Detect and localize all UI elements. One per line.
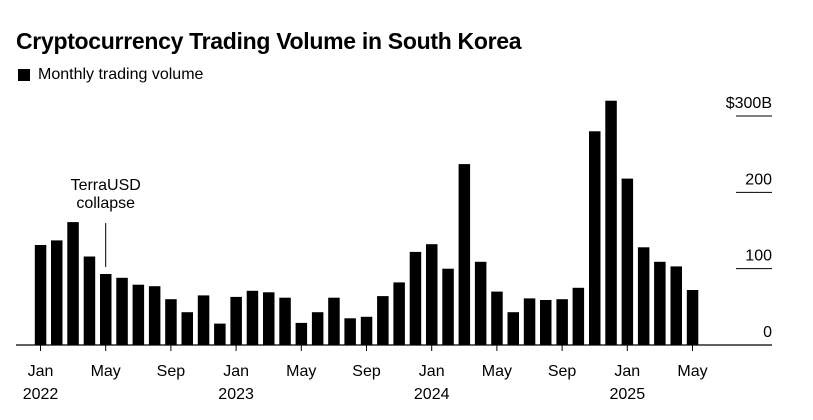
bar xyxy=(148,286,161,345)
bar xyxy=(572,287,585,346)
x-tick-label: Sep xyxy=(157,363,186,380)
bar xyxy=(328,297,340,345)
x-tick-label: Sep xyxy=(352,363,381,380)
y-tick-label: $300B xyxy=(726,95,772,112)
bar xyxy=(51,240,63,345)
x-tick-label: May xyxy=(286,363,316,380)
x-year-label: 2022 xyxy=(23,386,59,403)
bar xyxy=(295,322,308,345)
x-tick-label: Jan xyxy=(614,363,640,380)
bar xyxy=(83,256,96,345)
bar xyxy=(458,164,471,345)
y-tick-label: 0 xyxy=(763,324,772,341)
annotation-label: TerraUSD xyxy=(71,177,141,194)
bar xyxy=(605,100,617,345)
bar xyxy=(279,297,291,345)
bar xyxy=(409,251,422,345)
bar xyxy=(263,292,275,345)
bar xyxy=(246,290,259,345)
bar xyxy=(686,290,699,345)
bar xyxy=(426,244,438,345)
bar xyxy=(344,318,356,345)
x-tick-label: May xyxy=(677,363,707,380)
bar xyxy=(393,282,405,345)
legend-label: Monthly trading volume xyxy=(38,66,204,83)
y-tick-label: 200 xyxy=(745,171,772,188)
bar xyxy=(34,245,47,345)
legend: Monthly trading volume xyxy=(18,66,203,84)
bar xyxy=(491,291,503,345)
bar xyxy=(181,312,193,345)
y-tick-label: 100 xyxy=(745,248,772,265)
bar xyxy=(214,323,226,345)
bar xyxy=(67,222,79,345)
bar xyxy=(132,284,145,345)
bar xyxy=(377,296,389,345)
bar xyxy=(670,266,682,345)
bar xyxy=(523,298,536,345)
bar xyxy=(311,312,324,345)
x-year-label: 2023 xyxy=(218,386,254,403)
bar xyxy=(507,312,519,345)
bar xyxy=(637,247,650,345)
x-tick-label: Jan xyxy=(223,363,249,380)
bar xyxy=(230,296,242,345)
annotation-label: collapse xyxy=(76,195,135,212)
chart-title: Cryptocurrency Trading Volume in South K… xyxy=(16,28,522,54)
x-tick-label: May xyxy=(91,363,121,380)
bar xyxy=(540,300,552,345)
bar xyxy=(654,261,666,345)
bar xyxy=(442,268,454,345)
bar xyxy=(474,261,487,345)
bar xyxy=(360,316,373,345)
bar xyxy=(589,131,601,345)
bar xyxy=(100,274,112,345)
legend-swatch xyxy=(18,69,30,81)
x-tick-label: Sep xyxy=(548,363,577,380)
x-tick-label: May xyxy=(482,363,512,380)
bar xyxy=(556,299,568,345)
x-year-label: 2024 xyxy=(414,386,450,403)
x-tick-label: Jan xyxy=(28,363,54,380)
bar xyxy=(165,299,177,345)
bar xyxy=(621,178,634,345)
bar xyxy=(197,295,210,345)
bar xyxy=(116,277,128,345)
x-year-label: 2025 xyxy=(610,386,646,403)
x-tick-label: Jan xyxy=(419,363,445,380)
